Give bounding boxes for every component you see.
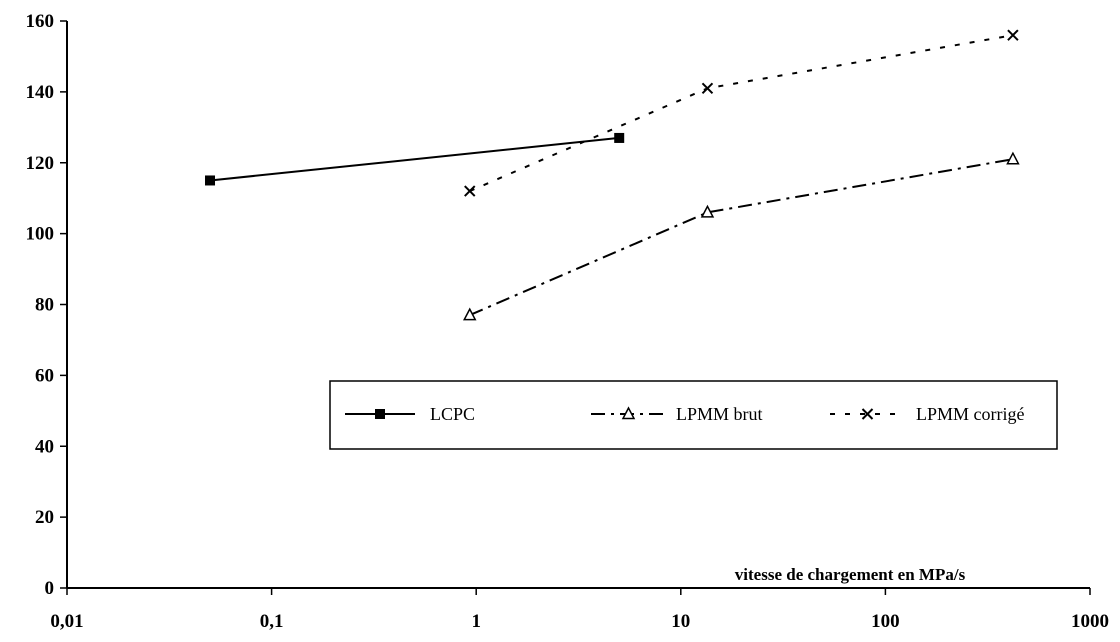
square-marker <box>375 409 385 419</box>
triangle-marker <box>1006 151 1020 165</box>
series-line <box>209 136 620 182</box>
legend-item: LPMM corrigé <box>830 404 1024 424</box>
y-tick-label: 20 <box>35 507 54 528</box>
tick-labels: 0 20 40 60 80 100 120 140 160 0,01 0,1 1 10 100 1000 <box>26 11 1110 632</box>
x-tick-label: 100 <box>871 611 900 632</box>
y-tick-label: 80 <box>35 295 54 316</box>
series-group <box>205 29 1020 321</box>
legend: LCPC LPMM brut LPMM corrigé <box>329 380 1058 450</box>
x-marker <box>464 185 476 197</box>
x-tick-label: 10 <box>671 611 690 632</box>
y-tick-label: 160 <box>26 11 55 32</box>
y-tick-label: 40 <box>35 436 54 457</box>
y-tick-label: 140 <box>26 82 55 103</box>
x-tick-label: 1000 <box>1071 611 1109 632</box>
series-lcpc <box>205 132 625 186</box>
series-lpmm-corrig- <box>464 29 1019 197</box>
triangle-marker <box>463 307 477 321</box>
legend-box <box>329 380 1058 450</box>
x-axis-title: vitesse de chargement en MPa/s <box>735 565 966 584</box>
x-tick-label: 0,01 <box>50 611 83 632</box>
triangle-marker <box>700 204 715 218</box>
x-marker <box>1007 29 1019 41</box>
y-tick-label: 0 <box>45 578 55 599</box>
series-line <box>469 158 1014 317</box>
y-tick-label: 100 <box>26 224 55 245</box>
square-marker <box>205 175 216 186</box>
x-marker <box>701 82 714 95</box>
axes <box>60 20 1091 595</box>
legend-item: LCPC <box>345 404 475 424</box>
legend-item: LPMM brut <box>591 404 763 424</box>
series-line <box>469 34 1014 193</box>
triangle-marker <box>621 406 636 420</box>
x-tick-label: 1 <box>471 611 481 632</box>
series-lpmm-brut <box>463 151 1020 321</box>
x-tick-label: 0,1 <box>260 611 284 632</box>
y-tick-label: 120 <box>26 153 55 174</box>
legend-label: LPMM brut <box>676 404 763 424</box>
legend-label: LCPC <box>430 404 475 424</box>
legend-label: LPMM corrigé <box>916 404 1024 424</box>
y-tick-label: 60 <box>35 365 54 386</box>
x-marker <box>861 408 874 420</box>
square-marker <box>614 132 625 143</box>
